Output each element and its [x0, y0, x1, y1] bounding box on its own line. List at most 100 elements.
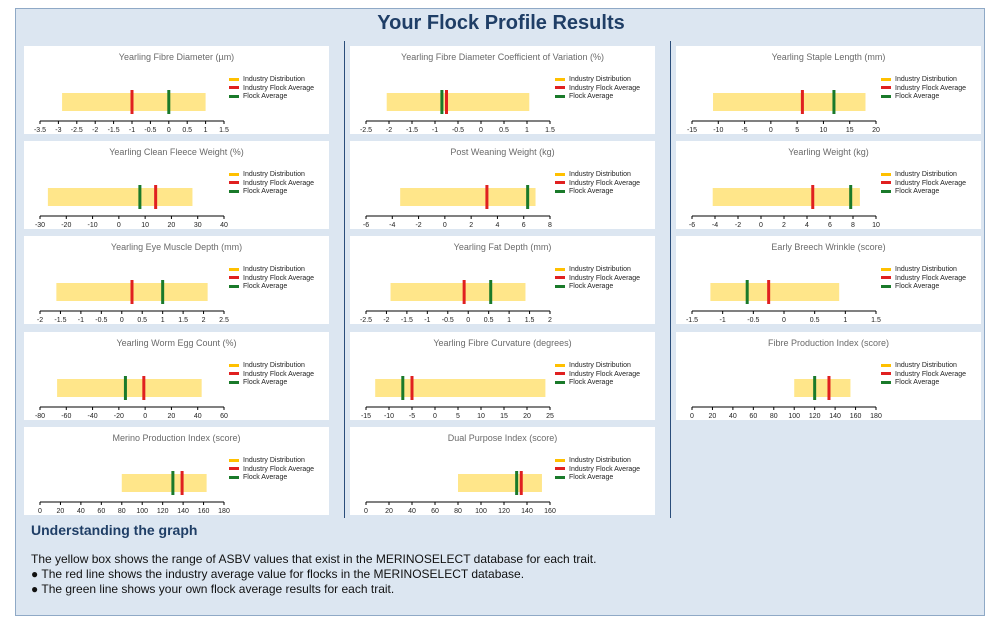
chart-title: Yearling Weight (kg) [788, 147, 869, 157]
legend-swatch [881, 284, 891, 288]
trait-chart-panel: Early Breech Wrinkle (score) -1.5 -1 -0.5 0 0… [676, 236, 981, 324]
legend-label: Flock Average [569, 93, 614, 100]
legend-label: Industry Distribution [243, 457, 305, 464]
x-tick-label: 40 [77, 508, 85, 515]
trait-chart: -15 -10 -5 0 5 10 15 20 25 [361, 376, 554, 420]
legend-label: Industry Flock Average [569, 465, 641, 473]
legend-swatch [229, 94, 239, 98]
legend-label: Industry Distribution [569, 457, 631, 464]
x-tick-label: -1 [424, 317, 430, 324]
chart-legend: Industry Distribution Industry Flock Aver… [229, 362, 314, 388]
explain-line: The yellow box shows the range of ASBV v… [31, 552, 597, 566]
x-tick-label: -0.5 [442, 317, 454, 324]
chart-title: Yearling Eye Muscle Depth (mm) [110, 242, 243, 252]
understanding-text: The yellow box shows the range of ASBV v… [31, 552, 596, 597]
x-tick-label: 30 [194, 222, 202, 229]
x-tick-label: 0 [167, 127, 171, 134]
x-tick-label: 0 [782, 317, 786, 324]
legend-label: Industry Flock Average [243, 370, 315, 378]
x-tick-label: 160 [198, 508, 210, 515]
legend-flock-average: Flock Average [229, 188, 314, 197]
trait-chart-panel: Yearling Clean Fleece Weight (%) -30 -20 -1… [24, 141, 329, 229]
legend-swatch [229, 475, 239, 479]
legend-swatch [555, 77, 565, 81]
legend-swatch [881, 380, 891, 384]
x-tick-label: 120 [809, 413, 821, 420]
legend-industry-average: Industry Flock Average [555, 180, 640, 189]
industry-average-line [410, 376, 414, 400]
legend-industry-average: Industry Flock Average [555, 85, 640, 94]
legend-swatch [229, 284, 239, 288]
legend-distribution: Industry Distribution [229, 266, 314, 275]
legend-swatch [555, 94, 565, 98]
industry-average-line [827, 376, 831, 400]
x-tick-label: 20 [57, 508, 65, 515]
chart-legend: Industry Distribution Industry Flock Aver… [555, 457, 640, 483]
chart-legend: Industry Distribution Industry Flock Aver… [229, 76, 314, 102]
x-tick-label: 0 [479, 127, 483, 134]
legend-swatch [229, 172, 239, 176]
legend-label: Industry Distribution [569, 362, 631, 369]
x-tick-label: -2 [92, 127, 98, 134]
x-tick-label: 5 [456, 413, 460, 420]
trait-chart: 0 20 40 60 80 100 120 140 160 [364, 471, 556, 515]
legend-label: Industry Distribution [895, 76, 957, 83]
x-tick-label: 20 [523, 413, 531, 420]
legend-swatch [881, 189, 891, 193]
legend-flock-average: Flock Average [555, 283, 640, 292]
trait-chart: 0 20 40 60 80 100 120 140 160 180 [690, 376, 882, 420]
legend-swatch [881, 267, 891, 271]
chart-title: Yearling Clean Fleece Weight (%) [109, 147, 244, 157]
flock-average-line [813, 376, 817, 400]
industry-distribution-bar [57, 379, 202, 397]
legend-swatch [881, 181, 891, 185]
x-tick-label: 0.5 [810, 317, 820, 324]
legend-swatch [555, 458, 565, 462]
x-tick-label: -20 [61, 222, 71, 229]
x-tick-label: 60 [749, 413, 757, 420]
x-tick-label: -60 [61, 413, 71, 420]
legend-label: Flock Average [243, 188, 288, 195]
x-tick-label: 1.5 [178, 317, 188, 324]
legend-distribution: Industry Distribution [881, 171, 966, 180]
flock-average-line [526, 185, 530, 209]
x-tick-label: 100 [788, 413, 800, 420]
legend-label: Flock Average [569, 474, 614, 481]
chart-legend: Industry Distribution Industry Flock Aver… [229, 171, 314, 197]
chart-title: Dual Purpose Index (score) [447, 433, 558, 443]
flock-average-line [138, 185, 142, 209]
legend-industry-average: Industry Flock Average [229, 85, 314, 94]
chart-title: Yearling Fibre Curvature (degrees) [433, 338, 572, 348]
understanding-heading: Understanding the graph [31, 522, 198, 538]
legend-swatch [555, 181, 565, 185]
x-tick-label: -1 [432, 127, 438, 134]
legend-industry-average: Industry Flock Average [229, 180, 314, 189]
x-tick-label: -1.5 [686, 317, 698, 324]
x-tick-label: -30 [35, 222, 45, 229]
chart-legend: Industry Distribution Industry Flock Aver… [555, 362, 640, 388]
industry-average-line [519, 471, 523, 495]
legend-swatch [229, 86, 239, 90]
trait-chart-panel: Fibre Production Index (score) 0 20 40 60 80 1… [676, 332, 981, 420]
x-tick-label: -2 [383, 317, 389, 324]
legend-swatch [229, 189, 239, 193]
x-tick-label: 60 [97, 508, 105, 515]
chart-legend: Industry Distribution Industry Flock Aver… [229, 457, 314, 483]
legend-swatch [229, 458, 239, 462]
explain-line: ● The green line shows your own flock av… [31, 582, 395, 596]
chart-legend: Industry Distribution Industry Flock Aver… [881, 171, 966, 197]
legend-flock-average: Flock Average [881, 188, 966, 197]
x-tick-label: -20 [114, 413, 124, 420]
flock-average-line [832, 90, 836, 114]
x-tick-label: -3 [55, 127, 61, 134]
flock-average-line [440, 90, 444, 114]
legend-swatch [555, 475, 565, 479]
x-tick-label: 2.5 [219, 317, 229, 324]
legend-flock-average: Flock Average [229, 474, 314, 483]
chart-legend: Industry Distribution Industry Flock Aver… [881, 266, 966, 292]
legend-label: Industry Flock Average [243, 465, 315, 473]
legend-label: Industry Distribution [243, 362, 305, 369]
x-tick-label: 180 [218, 508, 230, 515]
flock-average-line [167, 90, 171, 114]
legend-flock-average: Flock Average [555, 379, 640, 388]
